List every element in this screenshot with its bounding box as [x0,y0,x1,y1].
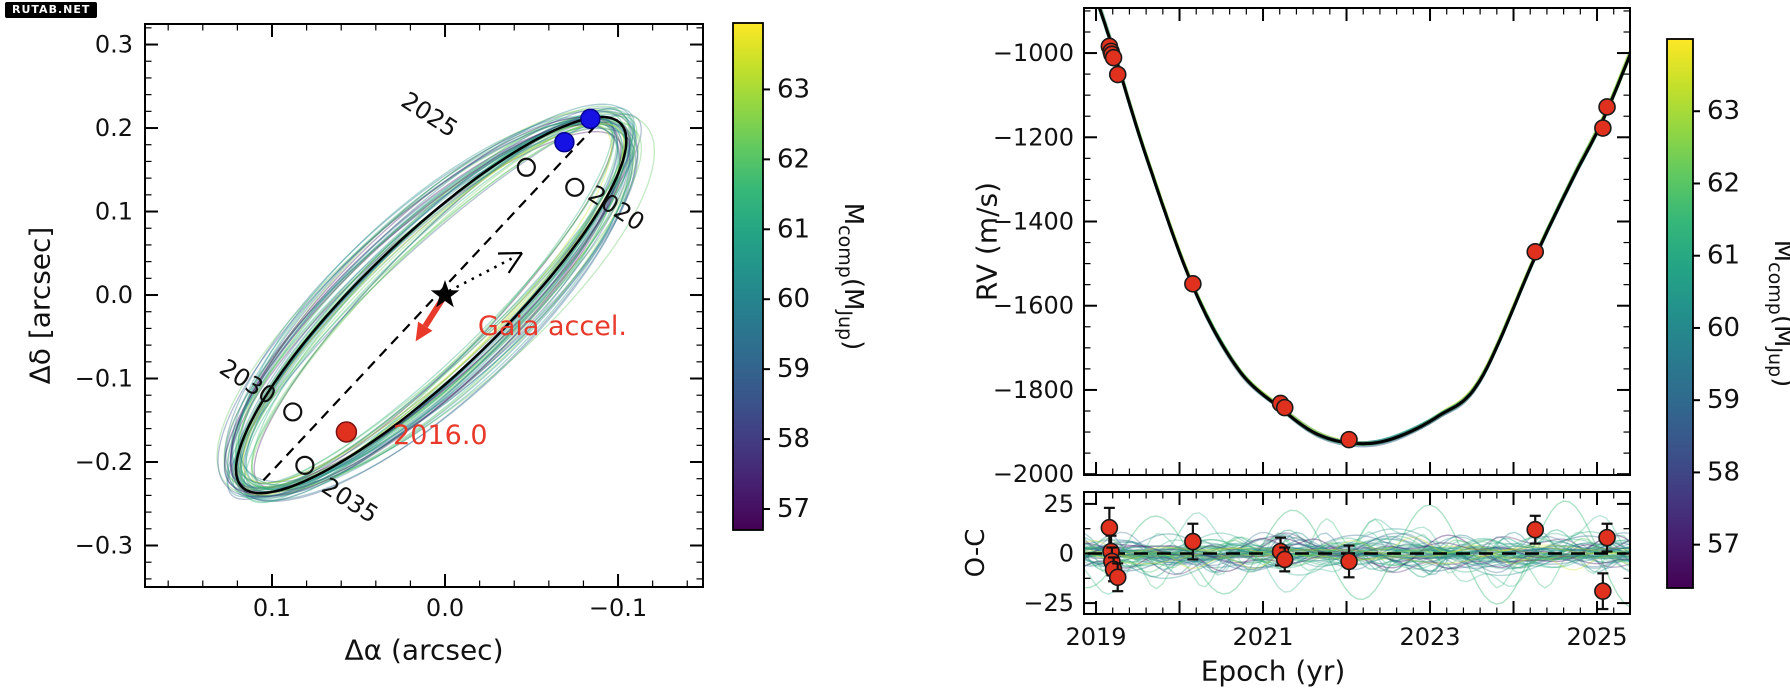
colorbar-tick-label: 60 [1707,313,1740,343]
epoch-label-2025: 2025 [396,86,462,143]
epoch-label-2035: 2035 [317,472,383,529]
orbit-ytick-label: 0.1 [95,198,133,226]
orbit-xaxis-label: Δα (arcsec) [344,634,503,667]
colorbar-tick-label: 57 [777,494,810,524]
orbit-xtick-label: 0.0 [426,594,464,622]
colorbar-tick-label: 63 [777,74,810,104]
oc-xtick-label: 2025 [1566,623,1627,651]
orbit-ytick-label: −0.2 [75,448,133,476]
colorbar-left: 63 62 61 60 59 58 57 Mcomp(MJup) [732,22,868,531]
colorbar-right: 63 62 61 60 59 58 57 Mcomp(MJup) [1666,38,1790,589]
colorbar-tick-label: 60 [777,284,810,314]
rv-data-point [1598,98,1616,116]
orbit-ytick-label: 0.0 [95,281,133,309]
orbit-motion-arrow [448,251,523,293]
colorbar-tick-label: 58 [777,424,810,454]
colorbar-tick-label: 61 [1707,241,1740,271]
rv-ytick-label: −1600 [993,292,1074,320]
colorbar-tick-label: 63 [1707,96,1740,126]
gaia-accel-label: Gaia accel. [478,311,627,342]
orbit-ytick-label: 0.2 [95,114,133,142]
ref-epoch-label: 2016.0 [393,420,487,451]
oc-residuals-panel: 25 0 −25 2019 2021 2023 2025 O-C Epoch (yr) [961,490,1631,688]
epoch-marker-2035 [295,455,315,475]
oc-xtick-label: 2021 [1232,623,1293,651]
orbit-ytick-label: 0.3 [95,31,133,59]
oc-data-point [1340,544,1358,579]
orbit-xtick-label: −0.1 [589,594,647,622]
oc-data-point [1184,522,1202,561]
oc-ytick-label: 0 [1059,539,1074,567]
oc-data-point [1108,562,1127,593]
colorbar-tick-label: 62 [777,144,810,174]
colorbar-axis-label: Mcomp(MJup) [1764,240,1790,388]
rv-ytick-label: −2000 [993,460,1074,488]
colorbar-tick-label: 57 [1707,530,1740,560]
rv-data-point [1594,119,1612,137]
colorbar-tick-label: 62 [1707,168,1740,198]
rv-data-point [1104,48,1123,67]
rv-data-point [1526,243,1545,261]
oc-yaxis-label: O-C [961,529,991,578]
rv-data-point [1340,430,1358,449]
rv-axes [1083,7,1631,476]
orbit-yaxis-label: Δδ [arcsec] [24,227,57,385]
rv-data-point [1275,398,1294,417]
oc-axes [1083,491,1631,615]
host-star-marker [430,280,460,308]
ref-epoch-point [335,421,358,443]
colorbar-tick-label: 59 [1707,385,1740,415]
epoch-marker-2020 [565,177,585,197]
oc-ytick-label: 25 [1043,490,1074,518]
rv-best-fit-curve [1097,8,1630,446]
orbit-xtick-label: 0.1 [253,594,291,622]
rv-ytick-label: −1000 [993,39,1074,67]
oc-ytick-label: −25 [1023,589,1074,617]
epoch-marker-2025 [516,157,536,177]
oc-xtick-label: 2023 [1399,623,1460,651]
oc-data-point [1594,572,1612,611]
oc-data-point [1598,522,1616,553]
rv-data-point [1108,65,1127,84]
oc-xtick-label: 2019 [1065,623,1126,651]
orbit-ytick-label: −0.3 [75,532,133,560]
blue-epoch-point-1 [554,132,575,153]
oc-data-point [1275,546,1294,573]
watermark-badge: RUTAB.NET [5,2,98,18]
rv-panel: −1000 −1200 −1400 −1600 −1800 −2000 RV (m/s) [971,7,1631,488]
blue-epoch-point-2 [580,108,601,130]
colorbar-tick-label: 59 [777,354,810,384]
rv-ytick-label: −1200 [993,123,1074,151]
rv-data-point [1184,275,1202,293]
oc-data-point [1526,514,1545,545]
rv-ytick-label: −1400 [993,207,1074,235]
best-fit-orbit [234,115,628,495]
epoch-marker-2030 [283,402,303,422]
oc-xaxis-label: Epoch (yr) [1201,655,1346,688]
colorbar-tick-label: 61 [777,214,810,244]
colorbar-axis-label: Mcomp(MJup) [834,203,868,351]
rv-yaxis-label: RV (m/s) [971,182,1004,301]
orbit-axes [144,23,704,588]
orbit-posterior-samples [216,103,656,504]
colorbar-tick-label: 58 [1707,457,1740,487]
orbit-ytick-label: −0.1 [75,365,133,393]
rv-ytick-label: −1800 [993,376,1074,404]
apsides-dashed-line [262,123,599,482]
